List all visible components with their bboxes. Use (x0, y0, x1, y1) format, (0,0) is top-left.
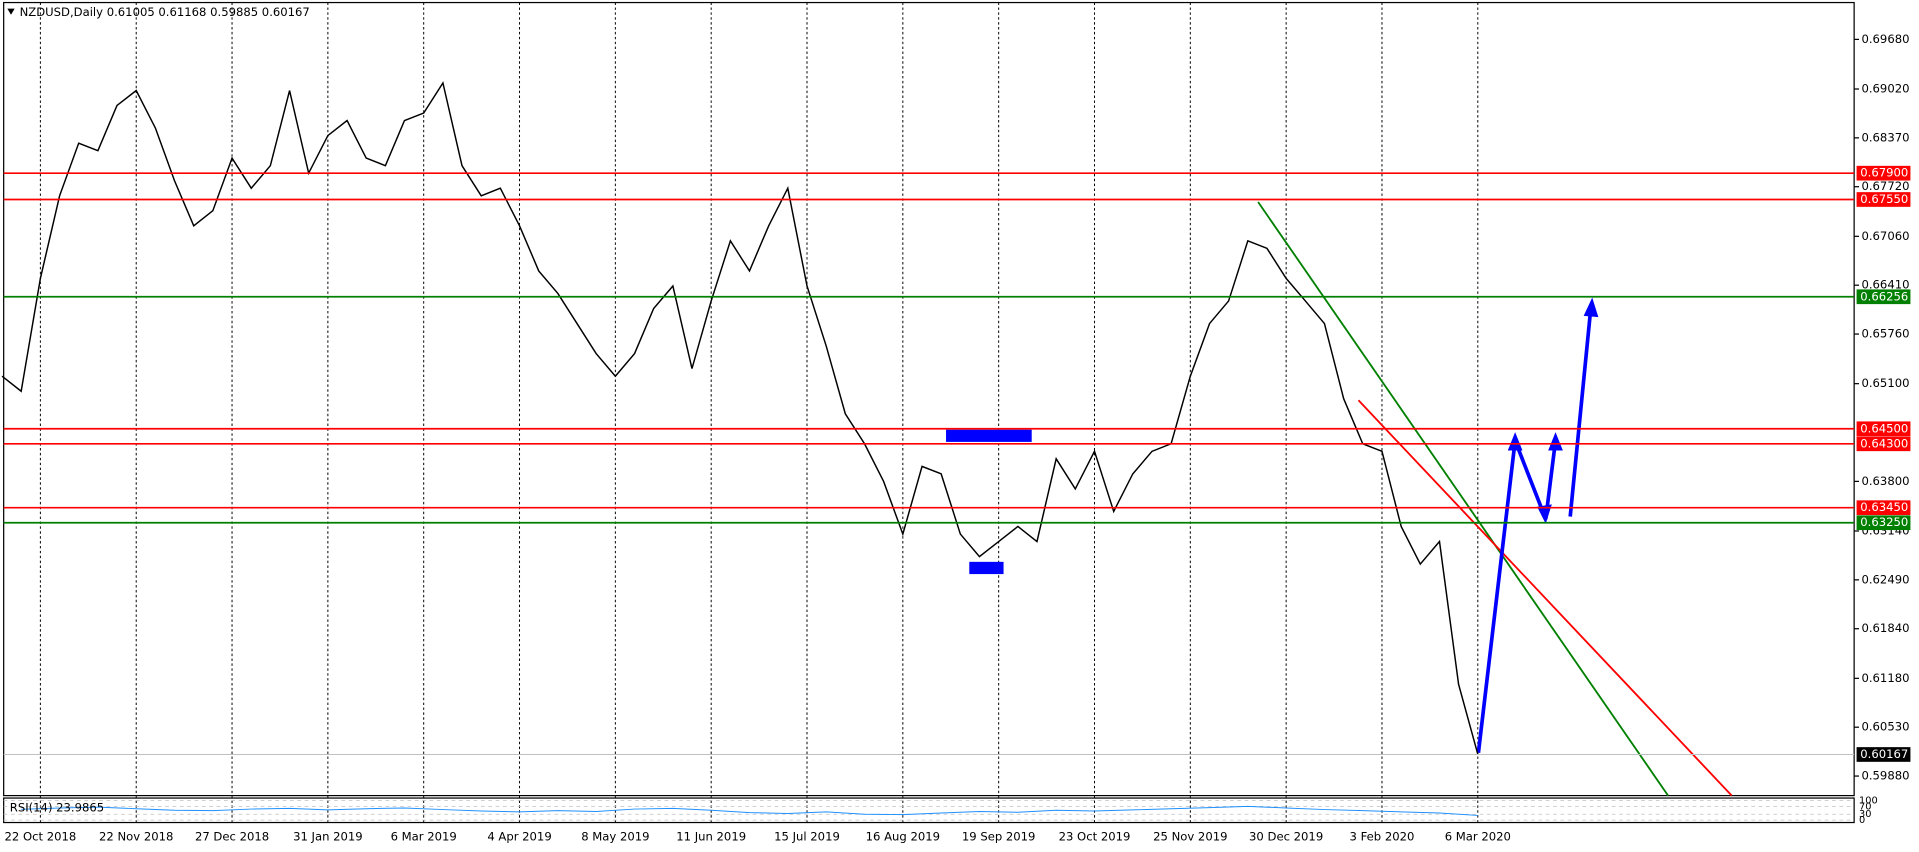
trend-line (1357, 399, 1733, 797)
plot-frame (3, 1, 1855, 797)
x-tick-label: 3 Feb 2020 (1350, 830, 1415, 844)
x-tick-label: 4 Apr 2019 (487, 830, 551, 844)
level-label: 0.63250 (1860, 515, 1908, 529)
trend-line (1257, 201, 1669, 797)
x-tick-label: 6 Mar 2020 (1445, 830, 1511, 844)
level-tag (1856, 165, 1911, 181)
y-tick-label: 0.68370 (1861, 130, 1909, 144)
rsi-tick-label: 70 (1859, 801, 1871, 812)
arrow-head (1583, 297, 1599, 318)
y-tick-label: 0.61840 (1861, 621, 1909, 635)
level-tag (1856, 500, 1911, 516)
y-tick-label: 0.69680 (1861, 32, 1909, 46)
level-label: 0.67900 (1860, 166, 1908, 180)
x-tick-label: 11 Jun 2019 (676, 830, 746, 844)
x-tick-label: 22 Oct 2018 (4, 830, 76, 844)
x-tick-label: 6 Mar 2019 (391, 830, 457, 844)
title-marker (7, 8, 15, 15)
level-tag (1856, 747, 1911, 762)
y-tick-label: 0.65760 (1861, 327, 1909, 341)
x-tick-label: 31 Jan 2019 (293, 830, 363, 844)
level-tag (1856, 515, 1911, 531)
y-tick-label: 0.62490 (1861, 572, 1909, 586)
level-label: 0.67550 (1860, 192, 1908, 206)
x-tick-label: 27 Dec 2018 (195, 830, 269, 844)
x-tick-label: 30 Dec 2019 (1249, 830, 1323, 844)
arrow-head (1537, 504, 1552, 524)
level-label: 0.63450 (1860, 500, 1908, 514)
projection-arrow (1568, 305, 1593, 517)
rsi-tick-label: 100 (1859, 795, 1878, 806)
chart-title: NZDUSD,Daily 0.61005 0.61168 0.59885 0.6… (20, 5, 310, 19)
y-tick-label: 0.67060 (1861, 229, 1909, 243)
x-tick-label: 8 May 2019 (581, 830, 649, 844)
y-tick-label: 0.60530 (1861, 720, 1909, 734)
arrow-head (1548, 432, 1563, 451)
rsi-line (21, 805, 1478, 816)
level-label: 0.64300 (1860, 436, 1908, 450)
level-label: 0.64500 (1860, 421, 1908, 435)
level-tag (1856, 192, 1911, 207)
x-tick-label: 15 Jul 2019 (774, 830, 840, 844)
y-tick-label: 0.66410 (1861, 278, 1909, 292)
zone-box (969, 561, 1004, 575)
x-tick-label: 22 Nov 2018 (99, 830, 173, 844)
rsi-label: RSI(14) 23.9865 (10, 800, 104, 814)
level-label: 0.60167 (1860, 747, 1908, 761)
arrow-head (1507, 432, 1523, 451)
y-tick-label: 0.59880 (1861, 769, 1909, 783)
level-label: 0.66256 (1860, 289, 1908, 303)
rsi-frame (3, 797, 1855, 824)
rsi-tick-label: 30 (1859, 809, 1871, 820)
data-layer: 22 Oct 2018 22 Nov 2018 27 Dec 2018 31 Jan … (1, 32, 1911, 844)
rsi-tick-label: 0 (1859, 815, 1865, 826)
price-line (1, 81, 1479, 755)
drawings (946, 201, 1733, 797)
y-tick-label: 0.69020 (1861, 81, 1909, 95)
y-tick-label: 0.65100 (1861, 376, 1909, 390)
level-tag (1856, 436, 1911, 452)
zone-box (946, 429, 1032, 442)
projection-path (1476, 440, 1558, 753)
x-tick-label: 25 Nov 2019 (1153, 830, 1227, 844)
y-tick-label: 0.63800 (1861, 474, 1909, 488)
y-tick-label: 0.61180 (1861, 671, 1909, 685)
x-tick-label: 23 Oct 2019 (1059, 830, 1131, 844)
level-tag (1856, 289, 1911, 305)
x-tick-label: 16 Aug 2019 (866, 830, 940, 844)
x-tick-label: 19 Sep 2019 (962, 830, 1036, 844)
grid-layer (3, 2, 1860, 823)
y-tick-label: 0.67720 (1861, 179, 1909, 193)
level-tag (1856, 421, 1911, 437)
